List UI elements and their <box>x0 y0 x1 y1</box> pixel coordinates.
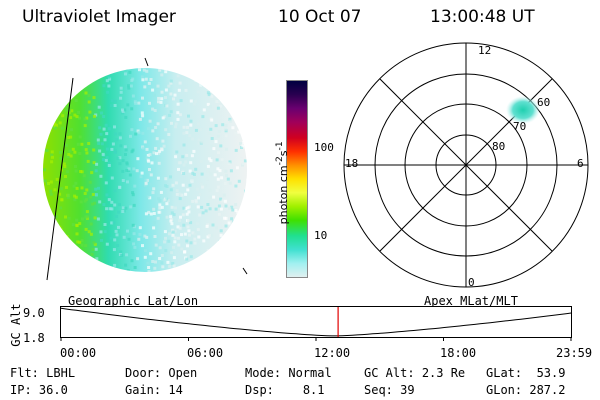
polar-mlat-mlt-plot <box>343 42 589 288</box>
aurora-observation-blob <box>506 96 540 124</box>
colorbar-unit-label: photon cm-2s-1 <box>274 141 290 225</box>
colorbar-tick-100: 100 <box>314 141 334 154</box>
mlt-label-12: 12 <box>478 44 492 57</box>
y-tick-9-0: 9.0 <box>23 306 45 320</box>
status-glon: GLon: 287.2 <box>486 383 566 397</box>
status-filter: Flt: LBHL <box>10 366 76 380</box>
mlt-label-18: 18 <box>345 157 359 170</box>
status-mode: Mode: Normal <box>245 366 332 380</box>
mlt-label-6: 6 <box>577 157 584 170</box>
status-glat: GLat: 53.9 <box>486 366 566 380</box>
y-tick-1-8: 1.8 <box>23 331 45 345</box>
status-seq: Seq: 39 <box>364 383 415 397</box>
status-ip: IP: 36.0 <box>10 383 68 397</box>
x-tick-00-00: 00:00 <box>60 346 97 360</box>
status-gain: Gain: 14 <box>125 383 183 397</box>
mlat-label-60: 60 <box>537 96 551 109</box>
colorbar-tick-10: 10 <box>314 229 328 242</box>
x-tick-23-59: 23:59 <box>556 346 593 360</box>
observation-date: 10 Oct 07 <box>278 7 362 27</box>
colorbar <box>286 80 308 278</box>
gc-alt-axis-title: GC Alt <box>9 303 23 347</box>
apex-mlat-mlt-label: Apex MLat/MLT <box>424 294 518 308</box>
earth-uv-image <box>43 57 248 281</box>
status-gc-alt: GC Alt: 2.3 Re <box>364 366 466 380</box>
observation-time: 13:00:48 UT <box>430 7 535 27</box>
geographic-lat-lon-label: Geographic Lat/Lon <box>68 294 199 308</box>
x-tick-06-00: 06:00 <box>187 346 224 360</box>
status-door: Door: Open <box>125 366 198 380</box>
x-tick-18-00: 18:00 <box>440 346 477 360</box>
mlat-label-80: 80 <box>492 140 506 153</box>
mlat-label-70: 70 <box>513 120 527 133</box>
altitude-timeline <box>60 306 573 341</box>
instrument-title: Ultraviolet Imager <box>22 7 176 27</box>
status-dsp: Dsp: 8.1 <box>245 383 325 397</box>
mlt-label-0: 0 <box>468 276 475 289</box>
x-tick-12-00: 12:00 <box>314 346 351 360</box>
